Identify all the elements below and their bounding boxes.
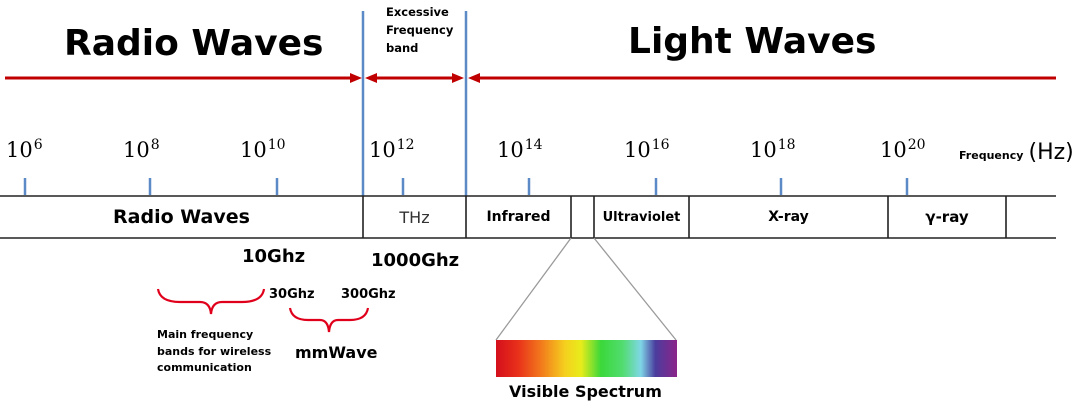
wireless-bracket-icon	[156, 288, 266, 315]
tick-label-1e20: 1020	[880, 137, 926, 162]
band-radio-waves: Radio Waves	[113, 206, 250, 228]
band-empty	[1006, 196, 1056, 238]
main-bands-label: Main frequency bands for wireless commun…	[157, 327, 271, 377]
zoom-line-right	[593, 237, 677, 341]
tick-label-1e8: 108	[123, 137, 160, 162]
mmwave-label: mmWave	[295, 343, 378, 362]
tick-label-1e12: 1012	[369, 137, 415, 162]
axis-label: Frequency (Hz)	[959, 140, 1074, 165]
mmwave-bracket-icon	[288, 307, 370, 333]
radio-range-arrow	[5, 73, 362, 83]
light-waves-title: Light Waves	[628, 21, 877, 62]
excessive-band-line2: Frequency	[386, 22, 454, 37]
main-bands-line1: Main frequency	[157, 328, 254, 341]
axis-label-unit: (Hz)	[1028, 140, 1074, 165]
excessive-band-arrow	[365, 73, 464, 83]
zoom-line-left	[495, 237, 572, 341]
excessive-band-line1: Excessive	[386, 5, 449, 19]
visible-spectrum-label: Visible Spectrum	[509, 382, 662, 401]
label-30ghz: 30Ghz	[269, 287, 315, 302]
tick-label-1e14: 1014	[497, 137, 543, 162]
band-gamma-ray: γ-ray	[925, 208, 969, 226]
band-visible	[571, 196, 594, 238]
axis-label-prefix: Frequency	[959, 149, 1024, 162]
main-bands-line3: communication	[157, 361, 252, 374]
tick-label-1e6: 106	[6, 137, 43, 162]
label-1000ghz: 1000Ghz	[371, 250, 460, 271]
main-bands-line2: bands for wireless	[157, 344, 272, 358]
visible-spectrum-bar	[496, 340, 677, 377]
label-300ghz: 300Ghz	[341, 287, 396, 302]
excessive-band-label: Excessive Frequency band	[386, 4, 453, 57]
label-10ghz: 10Ghz	[242, 246, 306, 267]
band-ultraviolet: Ultraviolet	[602, 209, 681, 225]
tick-label-1e18: 1018	[750, 137, 796, 162]
radio-waves-title: Radio Waves	[64, 23, 324, 64]
band-x-ray: X-ray	[768, 209, 809, 225]
band-thz: THz	[399, 207, 430, 227]
band-infrared: Infrared	[486, 209, 551, 225]
excessive-band-line3: band	[386, 40, 419, 55]
band-table-lines	[0, 195, 1056, 239]
tick-marks	[23, 178, 909, 195]
light-range-arrow	[468, 73, 1056, 83]
tick-label-1e10: 1010	[240, 137, 286, 162]
tick-label-1e16: 1016	[624, 137, 670, 162]
